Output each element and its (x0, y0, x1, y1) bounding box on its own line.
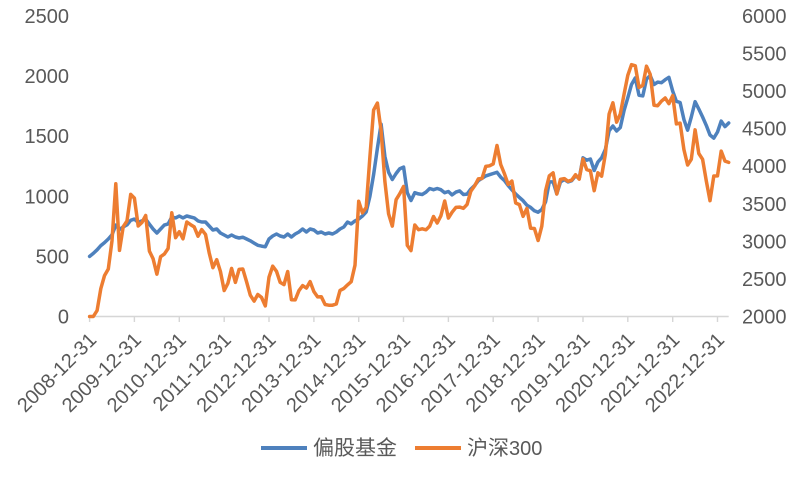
svg-text:1500: 1500 (25, 126, 70, 148)
svg-text:2000: 2000 (742, 307, 787, 329)
svg-text:0: 0 (58, 307, 69, 329)
svg-text:4500: 4500 (742, 119, 787, 141)
svg-text:3000: 3000 (742, 231, 787, 253)
svg-text:500: 500 (36, 246, 69, 268)
svg-text:6000: 6000 (742, 6, 787, 28)
svg-text:1000: 1000 (25, 186, 70, 208)
svg-text:2500: 2500 (25, 6, 70, 28)
svg-text:2500: 2500 (742, 269, 787, 291)
svg-text:5000: 5000 (742, 81, 787, 103)
svg-text:5500: 5500 (742, 44, 787, 66)
svg-text:2000: 2000 (25, 66, 70, 88)
svg-text:300: 300 (509, 438, 542, 460)
svg-text:4000: 4000 (742, 156, 787, 178)
svg-text:3500: 3500 (742, 194, 787, 216)
